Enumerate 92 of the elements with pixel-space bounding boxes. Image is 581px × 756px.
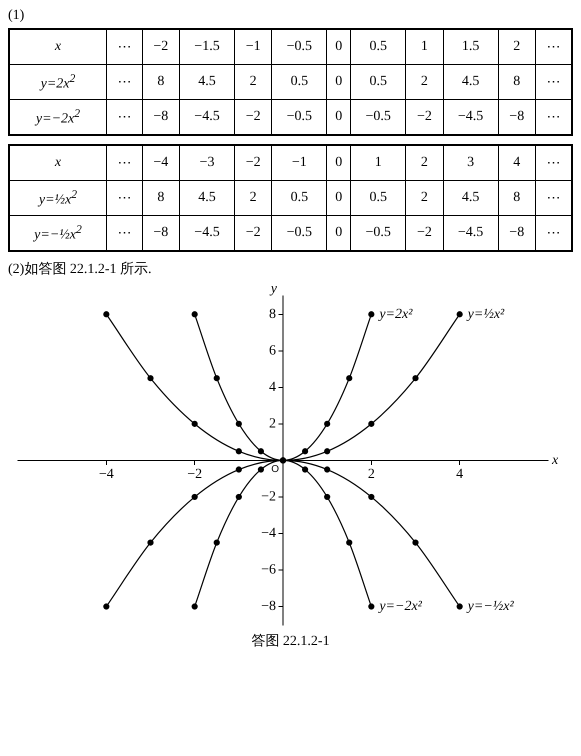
text: 2 [250,190,257,205]
x-axis-title: x [9,145,106,180]
text: 4.5 [198,190,216,205]
text: −8 [153,225,168,240]
text: −0.5 [286,109,312,124]
text: 0 [335,74,342,89]
x-tick-label: −1 [272,145,327,180]
y-tick-label: −8 [261,599,276,614]
text: −8 [509,109,524,124]
text: 2 [420,74,428,89]
text: −8 [153,109,168,124]
y-tick-label: 8 [269,306,276,322]
x-tick-label: 1 [406,29,444,64]
y-tick-label: −2 [261,490,276,505]
text: 0 [335,225,342,240]
text: ⋯ [546,226,560,241]
text: 答图 22.1.2-1 [250,632,331,650]
x-tick-label: −1 [234,29,272,64]
x-tick-label: −1.5 [179,29,235,64]
text: ⋯ [546,191,560,206]
y-tick-label: 4 [269,380,276,396]
x-axis-title: x [551,453,559,468]
y-tick-label: y=½x$^{2}$ [9,180,106,216]
text: ⋯ [117,75,132,90]
text: −2 [416,109,432,124]
y-axis-title: y [268,282,278,297]
x-tick-label: 0 [326,145,351,180]
y-tick-label: −6 [261,562,276,578]
y-tick-label: −4 [261,526,276,542]
text: ⋯ [117,110,132,125]
text: 4.5 [462,190,480,205]
x-tick-label: 4 [498,145,536,180]
text: 8 [157,74,164,89]
x-tick-label: 4 [456,467,464,482]
x-axis-title: x [9,29,106,64]
text: ⋯ [546,110,560,125]
x-tick-label: 2 [406,145,444,180]
text: 8 [157,190,164,205]
text: 8 [513,190,520,205]
text: 0.5 [369,74,387,89]
x-tick-label: 0 [326,29,351,64]
text: −0.5 [286,225,312,240]
x-tick-label: 1.5 [443,29,498,64]
x-tick-label: 2 [368,467,375,482]
x-tick-label: −4 [142,145,180,180]
series-label: y=−2x² [377,599,423,614]
x-tick-label: −2 [142,29,180,64]
text: 0 [335,109,342,124]
text: 8 [513,74,520,89]
text: 2 [420,190,428,205]
text: 4.5 [462,74,480,89]
text: −4.5 [194,109,220,124]
x-tick-label: ⋯ [535,145,572,180]
text: −2 [246,225,261,240]
text: 0.5 [290,74,308,89]
y-tick-label: y=2x$^{2}$ [9,64,106,100]
text: ⋯ [546,75,560,90]
x-tick-label: 3 [443,145,498,180]
series-label: y=−½x² [466,599,514,614]
text: 0.5 [369,190,387,205]
annotation: O [271,464,280,476]
x-tick-label: −3 [179,145,235,180]
text: 2 [250,74,257,89]
text: (2)如答图 22.1.2-1 所示. [8,260,152,278]
text: −4.5 [458,109,484,124]
series-label: y=2x² [377,306,414,322]
x-tick-label: 2 [498,29,536,64]
text: 0 [335,190,342,205]
text: −2 [246,109,261,124]
text: −2 [416,225,432,240]
text: −8 [509,225,524,240]
y-tick-label: 6 [269,343,276,358]
text: −4.5 [458,225,484,240]
x-tick-label: −0.5 [272,29,327,64]
series-label: y=½x² [466,306,506,322]
text: −0.5 [366,109,391,124]
y-tick-label: y=−2x$^{2}$ [9,100,106,135]
text: 4.5 [198,74,216,89]
y-tick-label: y=−½x$^{2}$ [9,216,106,251]
x-tick-label: 0.5 [350,29,406,64]
x-tick-label: 1 [350,145,406,180]
y-tick-label: 2 [269,416,276,432]
text: ⋯ [117,191,132,206]
x-tick-label: −2 [187,467,202,482]
text: ⋯ [117,226,132,241]
x-tick-label: ⋯ [106,29,142,64]
text: −4.5 [194,225,220,240]
x-tick-label: ⋯ [106,145,142,180]
x-tick-label: ⋯ [535,29,572,64]
text: −0.5 [366,225,391,240]
text: 0.5 [290,190,308,205]
text: (1) [8,8,26,24]
